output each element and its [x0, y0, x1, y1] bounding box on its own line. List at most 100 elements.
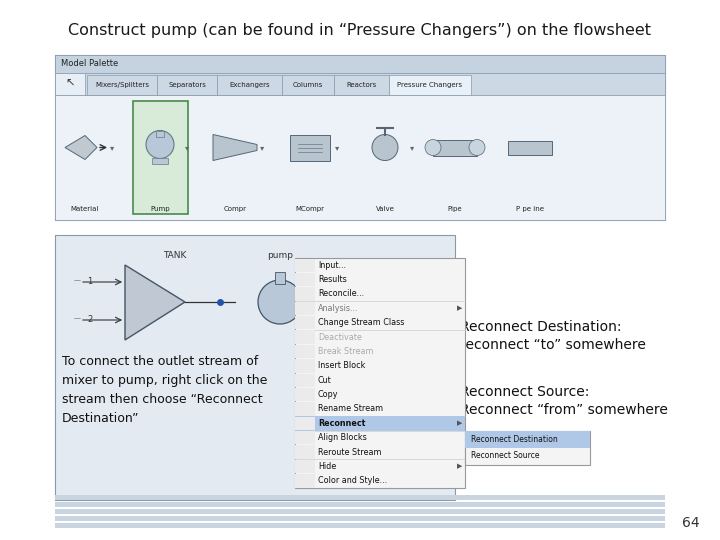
Text: Reconnect Destination: Reconnect Destination	[471, 435, 558, 443]
FancyBboxPatch shape	[55, 95, 665, 220]
FancyBboxPatch shape	[295, 273, 315, 286]
Text: 2: 2	[87, 315, 92, 325]
Text: Compr: Compr	[223, 206, 246, 212]
Text: Columns: Columns	[293, 82, 323, 88]
Text: ▾: ▾	[335, 143, 338, 152]
Text: Reconnect Source: Reconnect Source	[471, 451, 539, 461]
Circle shape	[425, 139, 441, 156]
Text: ↖: ↖	[65, 79, 74, 89]
FancyBboxPatch shape	[275, 272, 285, 284]
FancyBboxPatch shape	[55, 495, 665, 500]
Text: ▶: ▶	[457, 305, 462, 312]
Text: ▶: ▶	[457, 463, 462, 469]
Text: To connect the outlet stream of
mixer to pump, right click on the
stream then ch: To connect the outlet stream of mixer to…	[62, 355, 267, 425]
FancyBboxPatch shape	[55, 502, 665, 507]
FancyBboxPatch shape	[334, 75, 389, 95]
FancyBboxPatch shape	[295, 258, 465, 488]
Text: Valve: Valve	[376, 206, 395, 212]
Text: —: —	[74, 315, 81, 321]
FancyBboxPatch shape	[55, 235, 455, 500]
Text: Color and Style...: Color and Style...	[318, 476, 387, 485]
Text: Change Stream Class: Change Stream Class	[318, 318, 405, 327]
Text: Construct pump (can be found in “Pressure Changers”) on the flowsheet: Construct pump (can be found in “Pressur…	[68, 23, 652, 37]
Text: P pe ine: P pe ine	[516, 206, 544, 212]
Text: Pipe: Pipe	[448, 206, 462, 212]
FancyBboxPatch shape	[295, 330, 315, 344]
FancyBboxPatch shape	[295, 417, 315, 430]
Circle shape	[372, 134, 398, 160]
Text: pump: pump	[267, 251, 293, 260]
FancyBboxPatch shape	[295, 374, 315, 387]
FancyBboxPatch shape	[290, 134, 330, 160]
Text: Reconnect: Reconnect	[318, 419, 365, 428]
Text: Insert Block: Insert Block	[318, 361, 365, 370]
Polygon shape	[213, 134, 257, 160]
Text: Align Blocks: Align Blocks	[318, 433, 366, 442]
FancyBboxPatch shape	[295, 402, 315, 416]
FancyBboxPatch shape	[295, 460, 315, 473]
Text: Cut: Cut	[318, 376, 332, 384]
FancyBboxPatch shape	[217, 75, 282, 95]
Text: Reconnect Source:: Reconnect Source:	[460, 385, 590, 399]
FancyBboxPatch shape	[295, 302, 315, 315]
Text: Reconcile...: Reconcile...	[318, 289, 364, 299]
Circle shape	[258, 280, 302, 324]
FancyBboxPatch shape	[55, 516, 665, 521]
Text: ▾: ▾	[109, 143, 114, 152]
Text: Model Palette: Model Palette	[61, 59, 118, 69]
FancyBboxPatch shape	[389, 75, 471, 95]
FancyBboxPatch shape	[55, 73, 665, 95]
FancyBboxPatch shape	[465, 430, 590, 448]
FancyBboxPatch shape	[508, 140, 552, 154]
FancyBboxPatch shape	[295, 287, 315, 301]
Text: Reconnect “from” somewhere: Reconnect “from” somewhere	[460, 403, 668, 417]
Text: ▾: ▾	[259, 143, 264, 152]
FancyBboxPatch shape	[55, 73, 85, 95]
FancyBboxPatch shape	[132, 101, 187, 214]
Text: Rename Stream: Rename Stream	[318, 404, 383, 414]
FancyBboxPatch shape	[295, 259, 315, 272]
Text: ▾: ▾	[184, 143, 189, 152]
FancyBboxPatch shape	[295, 446, 315, 459]
Text: Hide: Hide	[318, 462, 336, 471]
FancyBboxPatch shape	[295, 416, 465, 430]
Text: Exchangers: Exchangers	[229, 82, 270, 88]
Text: 1: 1	[87, 278, 92, 287]
Text: TANK: TANK	[163, 251, 186, 260]
FancyBboxPatch shape	[282, 75, 334, 95]
FancyBboxPatch shape	[295, 345, 315, 358]
FancyBboxPatch shape	[55, 509, 665, 514]
FancyBboxPatch shape	[152, 158, 168, 164]
Circle shape	[469, 139, 485, 156]
Text: Break Stream: Break Stream	[318, 347, 374, 356]
Text: ▾: ▾	[410, 143, 414, 152]
Text: 64: 64	[683, 516, 700, 530]
Text: ▾: ▾	[480, 143, 484, 152]
Text: Pump: Pump	[150, 206, 170, 212]
FancyBboxPatch shape	[295, 474, 315, 488]
Text: MCompr: MCompr	[295, 206, 325, 212]
FancyBboxPatch shape	[295, 431, 315, 444]
FancyBboxPatch shape	[55, 523, 665, 528]
Text: Reactors: Reactors	[346, 82, 377, 88]
Text: Deactivate: Deactivate	[318, 333, 362, 342]
FancyBboxPatch shape	[295, 388, 315, 401]
FancyBboxPatch shape	[55, 55, 665, 73]
FancyBboxPatch shape	[295, 359, 315, 373]
Polygon shape	[65, 136, 97, 159]
Text: Copy: Copy	[318, 390, 338, 399]
Text: —: —	[74, 277, 81, 283]
FancyBboxPatch shape	[55, 55, 665, 220]
Text: Mixers/Splitters: Mixers/Splitters	[95, 82, 149, 88]
Text: Material: Material	[71, 206, 99, 212]
Text: Input...: Input...	[318, 261, 346, 269]
FancyBboxPatch shape	[295, 316, 315, 329]
Text: reconnect “to” somewhere: reconnect “to” somewhere	[460, 338, 646, 352]
FancyBboxPatch shape	[156, 131, 164, 137]
Text: Pressure Changers: Pressure Changers	[397, 82, 462, 88]
FancyBboxPatch shape	[87, 75, 157, 95]
FancyBboxPatch shape	[465, 430, 590, 464]
FancyBboxPatch shape	[433, 139, 477, 156]
Text: Separators: Separators	[168, 82, 206, 88]
Polygon shape	[125, 265, 185, 340]
